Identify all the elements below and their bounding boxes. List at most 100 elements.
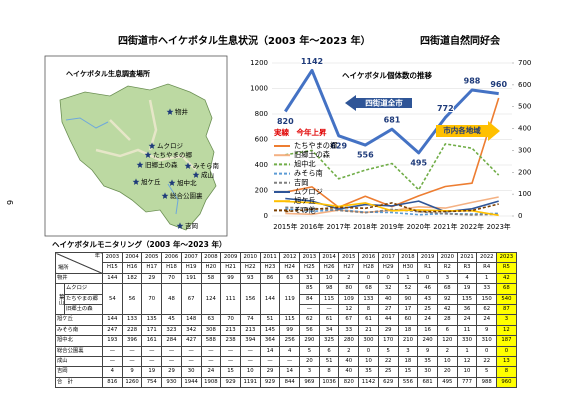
table-cell: 29 <box>259 366 281 378</box>
table-cell: 70 <box>220 314 241 326</box>
y2-tick-label: 600 <box>518 81 531 89</box>
table-title: ヘイケボタルモニタリング（2003 年～2023 年） <box>52 240 227 249</box>
site-marker <box>168 179 176 186</box>
table-cell: 9 <box>417 345 438 357</box>
table-cell: 42 <box>436 303 458 316</box>
table-cell: — <box>239 355 261 368</box>
year-cell: 2016 <box>358 251 379 264</box>
table-cell: 46 <box>417 283 438 295</box>
era-cell: H16 <box>121 262 143 274</box>
table-cell: 133 <box>358 293 379 305</box>
site-marker <box>176 222 184 229</box>
table-cell: 33 <box>476 283 498 295</box>
y2-tick-label: 500 <box>518 103 531 111</box>
year-cell: 2011 <box>259 251 281 264</box>
table-cell: 777 <box>456 376 478 389</box>
table-cell: 6 <box>436 324 458 337</box>
table-cell: 1260 <box>121 376 143 389</box>
era-cell: H30 <box>397 262 419 274</box>
table-cell: — <box>180 355 202 368</box>
table-cell: 8 <box>496 366 517 378</box>
year-cell: 2007 <box>180 251 202 264</box>
y2-tick-label: 400 <box>518 125 531 133</box>
table-cell: 22 <box>377 355 399 368</box>
table-cell: 74 <box>239 314 261 326</box>
table-cell: 2 <box>338 272 360 285</box>
x-tick-label: 2017年 <box>327 222 351 231</box>
city-area <box>59 83 217 231</box>
era-cell: H24 <box>279 262 301 274</box>
figure: ヘイケボタル生息調査場所 物井ムクロジたちやまの郷旧郷土の森 みそら南成山旭ケ丘旭… <box>44 55 531 237</box>
table-cell: 135 <box>141 314 163 326</box>
table-cell: 0 <box>476 345 498 357</box>
table-cell: 35 <box>417 355 438 368</box>
table-cell: 256 <box>279 335 301 347</box>
year-cell: 2021 <box>456 251 478 264</box>
table-cell: 99 <box>220 272 241 285</box>
table-cell: 60 <box>397 314 419 326</box>
table-cell: 929 <box>259 376 281 389</box>
table-cell: 280 <box>338 335 360 347</box>
site-marker <box>184 162 192 169</box>
table-cell: 0 <box>358 272 379 285</box>
table-cell: 93 <box>239 272 261 285</box>
table-cell: 394 <box>239 335 261 347</box>
table-cell: 84 <box>299 293 320 305</box>
table-cell: 24 <box>417 314 438 326</box>
table-cell: 144 <box>102 272 123 285</box>
row-label: 旭中北 <box>55 335 103 347</box>
table-cell: 115 <box>318 293 340 305</box>
chart-title: ヘイケボタル個体数の推移 <box>342 70 432 80</box>
table-cell: 31 <box>299 272 320 285</box>
era-cell: H26 <box>318 262 340 274</box>
legend-label: ムクロジ <box>294 187 323 196</box>
table-cell: — <box>102 355 123 368</box>
table-cell: 40 <box>338 355 360 368</box>
table-cell: 63 <box>200 314 222 326</box>
table-cell: — <box>239 345 261 357</box>
table-cell: 0 <box>358 345 379 357</box>
group-label: 葉山 <box>55 283 65 316</box>
series-line <box>285 202 499 213</box>
table-cell: 629 <box>377 376 399 389</box>
table-cell: 51 <box>259 314 281 326</box>
table-cell: 4 <box>279 345 301 357</box>
era-cell: R4 <box>476 262 498 274</box>
table-cell: — <box>161 345 182 357</box>
era-cell: H25 <box>299 262 320 274</box>
x-tick-label: 2019年 <box>380 222 404 231</box>
page-title: 四街道市ヘイケボタル生息状況（2003 年～2023 年） <box>118 36 371 47</box>
table-cell: 99 <box>279 324 301 337</box>
site-label: みそら南 <box>193 161 220 170</box>
series-line <box>285 208 499 216</box>
table-cell: 144 <box>259 283 281 316</box>
table-cell: 588 <box>200 335 222 347</box>
data-label: 772 <box>437 104 454 113</box>
y-tick-label: 800 <box>255 110 268 118</box>
table-cell: 32 <box>377 283 399 295</box>
table-cell: 61 <box>318 314 340 326</box>
table-cell: 12 <box>338 303 360 316</box>
row-label: 吉岡 <box>55 366 103 378</box>
year-cell: 2006 <box>161 251 182 264</box>
table-cell: 18 <box>397 324 419 337</box>
table-cell: 61 <box>358 314 379 326</box>
table-cell: 929 <box>220 376 241 389</box>
site-label: 吉岡 <box>185 222 198 230</box>
table-cell: 85 <box>299 283 320 295</box>
table-cell: 24 <box>476 314 498 326</box>
y-tick-label: 600 <box>255 136 268 144</box>
year-cell: 2005 <box>141 251 163 264</box>
year-cell: 2020 <box>436 251 458 264</box>
legend-label: たちやまの郷 <box>294 141 337 150</box>
table-cell: 969 <box>299 376 320 389</box>
row-label: 旭ケ丘 <box>55 314 103 326</box>
site-marker <box>144 151 152 158</box>
table-cell: 148 <box>180 314 202 326</box>
series-line <box>285 200 499 217</box>
year-cell: 2019 <box>417 251 438 264</box>
era-cell: H21 <box>220 262 241 274</box>
table-cell: 284 <box>161 335 182 347</box>
y2-tick-label: 200 <box>518 168 531 176</box>
